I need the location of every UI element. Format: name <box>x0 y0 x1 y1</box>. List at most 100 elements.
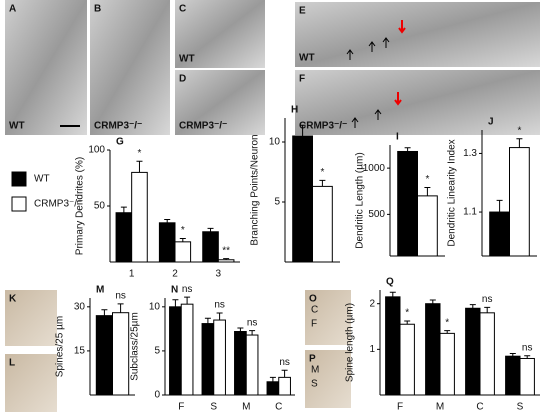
error-bar <box>281 369 288 378</box>
error-bar <box>404 147 411 152</box>
x-tick-label: S <box>210 402 217 413</box>
y-tick-label: 1.3 <box>463 148 477 159</box>
y-tick-label: 10 <box>149 301 161 312</box>
arrow <box>382 37 390 48</box>
y-tick-label: 1 <box>369 344 375 355</box>
bar <box>399 323 415 396</box>
y-axis-label: Spine length (µm) <box>345 303 356 382</box>
panel-letter: P <box>309 354 316 365</box>
bar <box>158 222 176 263</box>
arrow <box>398 20 406 34</box>
significance-label: ns <box>182 284 193 295</box>
y-tick-label: 5 <box>154 346 160 357</box>
bar <box>417 195 438 257</box>
y-tick-label: 100 <box>88 145 105 156</box>
x-tick-label: M <box>436 402 444 413</box>
legend-label: WT <box>34 174 50 185</box>
bar <box>425 303 441 396</box>
micrograph <box>305 350 351 408</box>
bar <box>201 323 215 396</box>
bar <box>234 331 247 396</box>
panel-letter: A <box>9 4 16 15</box>
arrow <box>394 92 402 106</box>
error-bar <box>496 199 503 213</box>
bar <box>312 185 333 263</box>
y-axis-label: Subclass/25µm <box>130 312 141 381</box>
error-bar <box>237 327 244 332</box>
bar <box>479 312 495 396</box>
micrograph <box>295 70 540 135</box>
bar <box>174 241 192 263</box>
y-tick-label: 5 <box>274 197 280 208</box>
error-bar <box>172 299 179 307</box>
legend-swatch <box>11 196 27 212</box>
error-bar <box>216 312 223 321</box>
panel-letter: J <box>488 117 494 128</box>
significance-label: ** <box>222 245 230 256</box>
error-bar <box>164 218 171 223</box>
panel-letter: H <box>291 105 298 116</box>
y-axis-label: Spines/25 µm <box>55 316 66 377</box>
bar <box>213 319 226 396</box>
bar <box>278 376 291 396</box>
micrograph <box>5 354 57 412</box>
panel-letter: D <box>179 74 186 85</box>
significance-label: ns <box>279 357 290 368</box>
micrograph <box>295 2 540 67</box>
y-tick-label: 1000 <box>363 163 386 174</box>
significance-label: * <box>320 167 324 178</box>
micrograph <box>175 0 265 68</box>
arrow <box>368 41 376 52</box>
bar <box>115 212 133 263</box>
error-bar <box>469 304 476 309</box>
error-bar <box>424 187 431 196</box>
bar <box>397 150 419 257</box>
image-caption: WT <box>179 54 195 65</box>
bar <box>202 231 219 263</box>
y-axis-label: Dendritic Linearity Index <box>447 139 458 246</box>
panel-letter: I <box>396 132 399 143</box>
micrograph <box>175 70 265 135</box>
error-bar <box>389 291 396 297</box>
error-bar <box>223 258 230 260</box>
panel-letter: M <box>96 285 104 296</box>
error-bar <box>429 299 436 304</box>
y-tick-label: 50 <box>94 201 106 212</box>
error-bar <box>269 376 276 382</box>
bar <box>131 171 148 263</box>
image-mark: C <box>311 305 318 316</box>
x-tick-label: F <box>178 402 184 413</box>
error-bar <box>404 320 411 325</box>
image-caption: WT <box>9 121 25 132</box>
significance-label: * <box>445 317 449 328</box>
panel-letter: F <box>299 74 305 85</box>
error-bar <box>101 309 108 316</box>
error-bar <box>484 306 491 313</box>
error-bar <box>524 355 531 359</box>
y-axis-label: Dendritic Length (µm) <box>355 152 366 248</box>
bar <box>385 296 401 396</box>
panel-letter: L <box>9 358 15 369</box>
significance-label: * <box>181 225 185 236</box>
bar <box>112 312 130 396</box>
error-bar <box>136 160 143 173</box>
bar <box>505 355 521 396</box>
bar <box>489 211 511 257</box>
panel-letter: N <box>171 285 178 296</box>
y-tick-label: 2 <box>369 298 375 309</box>
x-tick-label: 3 <box>216 269 222 280</box>
significance-label: ns <box>115 291 126 302</box>
image-caption: CRMP3⁻/⁻ <box>299 121 347 132</box>
arrow <box>346 49 354 60</box>
y-axis-label: Branching Points/Neuron <box>250 134 261 245</box>
significance-label: ns <box>482 294 493 305</box>
x-tick-label: F <box>397 402 403 413</box>
image-mark: M <box>311 365 319 376</box>
micrograph <box>90 0 170 135</box>
micrograph <box>5 290 57 346</box>
bar <box>95 315 114 396</box>
micrograph <box>5 0 87 135</box>
panel-letter: Q <box>386 277 394 288</box>
micrograph <box>305 290 351 345</box>
